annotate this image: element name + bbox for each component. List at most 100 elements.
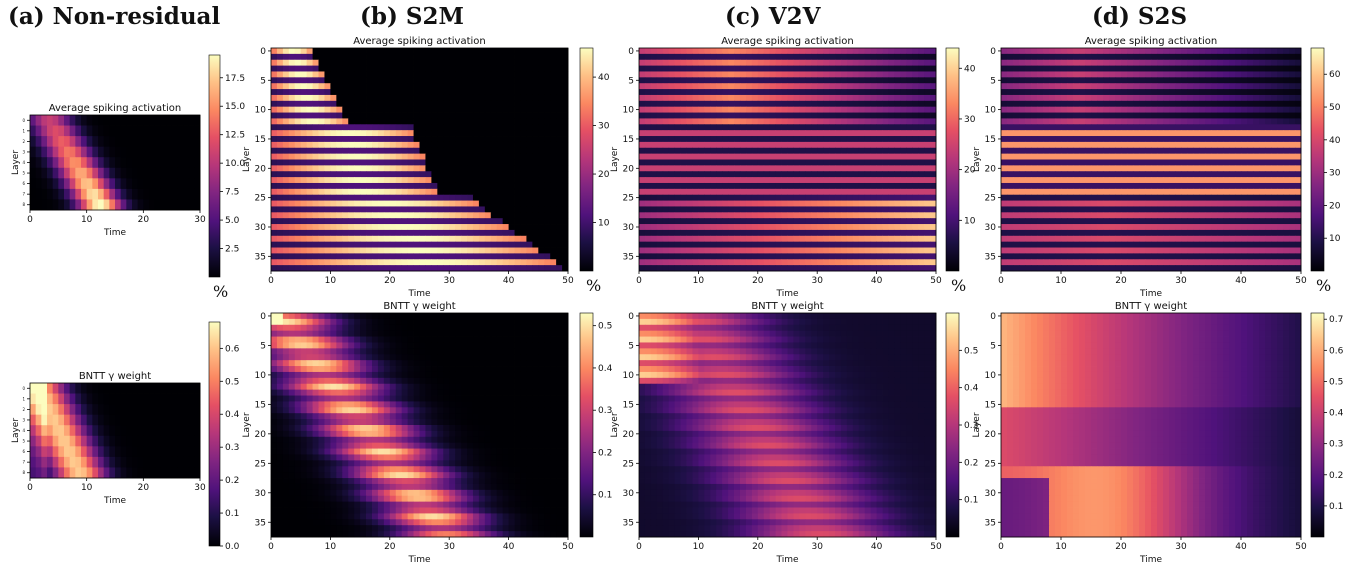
heatmap-cell — [312, 247, 319, 254]
heatmap-cell — [407, 348, 414, 355]
heatmap-cell — [360, 71, 367, 78]
heatmap-cell — [86, 146, 93, 158]
heatmap-cell — [330, 383, 337, 391]
heatmap-cell — [312, 454, 319, 461]
heatmap-cell — [294, 383, 302, 391]
heatmap-cell — [407, 153, 414, 160]
heatmap-cell — [271, 348, 278, 355]
heatmap-cell — [383, 495, 391, 503]
heatmap-cell — [520, 89, 527, 96]
heatmap-cell — [366, 425, 373, 432]
heatmap-cell — [294, 407, 302, 414]
heatmap-cell — [271, 377, 278, 385]
heatmap-cell — [354, 206, 361, 213]
heatmap-cell — [562, 330, 569, 337]
heatmap-cell — [538, 389, 545, 396]
heatmap-cell — [431, 436, 438, 444]
heatmap-cell — [69, 425, 76, 437]
heatmap-cell — [324, 436, 331, 444]
heatmap-cell — [520, 247, 527, 254]
heatmap-cell — [502, 65, 509, 72]
heatmap-cell — [276, 389, 284, 396]
heatmap-cell — [484, 395, 492, 402]
heatmap-cell — [92, 383, 99, 394]
heatmap-cell — [166, 435, 173, 447]
heatmap-cell — [698, 83, 705, 90]
heatmap-cell — [514, 507, 521, 514]
heatmap-cell — [538, 413, 545, 420]
heatmap-cell — [377, 478, 385, 485]
heatmap-cell — [109, 414, 116, 426]
heatmap-cell — [662, 77, 670, 84]
heatmap-cell — [282, 454, 290, 461]
heatmap-cell — [52, 425, 59, 437]
heatmap-cell — [306, 259, 313, 266]
heatmap-cell — [35, 178, 42, 190]
heatmap-cell — [562, 495, 569, 503]
heatmap-cell — [520, 165, 527, 172]
heatmap-cell — [419, 89, 426, 96]
heatmap-cell — [271, 501, 278, 508]
heatmap-cell — [846, 48, 854, 55]
heatmap-cell — [318, 77, 325, 84]
heatmap-cell — [514, 407, 521, 414]
heatmap-cell — [366, 100, 373, 108]
heatmap-cell — [538, 342, 545, 349]
heatmap-cell — [64, 404, 71, 416]
heatmap-cell — [377, 259, 385, 266]
heatmap-cell — [348, 318, 355, 326]
heatmap-cell — [467, 177, 474, 184]
heatmap-cell — [858, 94, 866, 102]
heatmap-cell — [383, 259, 391, 266]
heatmap-cell — [478, 342, 486, 349]
heatmap-cell — [401, 218, 409, 225]
y-tick-label: 8 — [22, 470, 25, 475]
heatmap-cell — [300, 59, 308, 67]
heatmap-cell — [550, 330, 557, 337]
heatmap-cell — [502, 501, 509, 508]
heatmap-cell — [154, 199, 161, 211]
heatmap-cell — [366, 253, 373, 260]
heatmap-cell — [75, 178, 82, 190]
heatmap-cell — [520, 389, 527, 396]
heatmap-cell — [383, 159, 391, 166]
heatmap-cell — [149, 467, 156, 479]
heatmap-cell — [544, 235, 551, 243]
heatmap-cell — [300, 247, 308, 254]
heatmap-cell — [538, 141, 545, 149]
heatmap-cell — [377, 448, 385, 455]
heatmap-cell — [401, 265, 409, 272]
heatmap-cell — [389, 413, 397, 420]
heatmap-cell — [413, 442, 420, 449]
heatmap-cell — [377, 130, 385, 137]
heatmap-cell — [532, 106, 539, 113]
heatmap-cell — [514, 478, 521, 485]
heatmap-cell — [383, 466, 391, 473]
heatmap-cell — [461, 200, 468, 207]
heatmap-cell — [318, 130, 325, 137]
heatmap-cell — [526, 235, 533, 243]
heatmap-cell — [271, 159, 278, 166]
heatmap-cell — [514, 89, 521, 96]
heatmap-cell — [502, 360, 509, 367]
heatmap-cell — [490, 153, 498, 160]
heatmap-cell — [377, 112, 385, 119]
heatmap-cell — [288, 513, 296, 520]
heatmap-cell — [467, 100, 474, 108]
heatmap-cell — [336, 182, 343, 190]
heatmap-cell — [360, 483, 367, 491]
heatmap-cell — [514, 147, 521, 155]
heatmap-cell — [425, 194, 432, 201]
heatmap-cell — [556, 442, 563, 449]
heatmap-cell — [342, 253, 349, 260]
heatmap-cell — [330, 407, 337, 414]
heatmap-cell — [407, 436, 414, 444]
heatmap-cell — [354, 182, 361, 190]
heatmap-cell — [425, 112, 432, 119]
heatmap-cell — [348, 194, 355, 201]
heatmap-cell — [508, 348, 515, 355]
heatmap-cell — [383, 501, 391, 508]
heatmap-cell — [354, 71, 361, 78]
heatmap-cell — [47, 404, 54, 416]
heatmap-cell — [109, 199, 116, 211]
